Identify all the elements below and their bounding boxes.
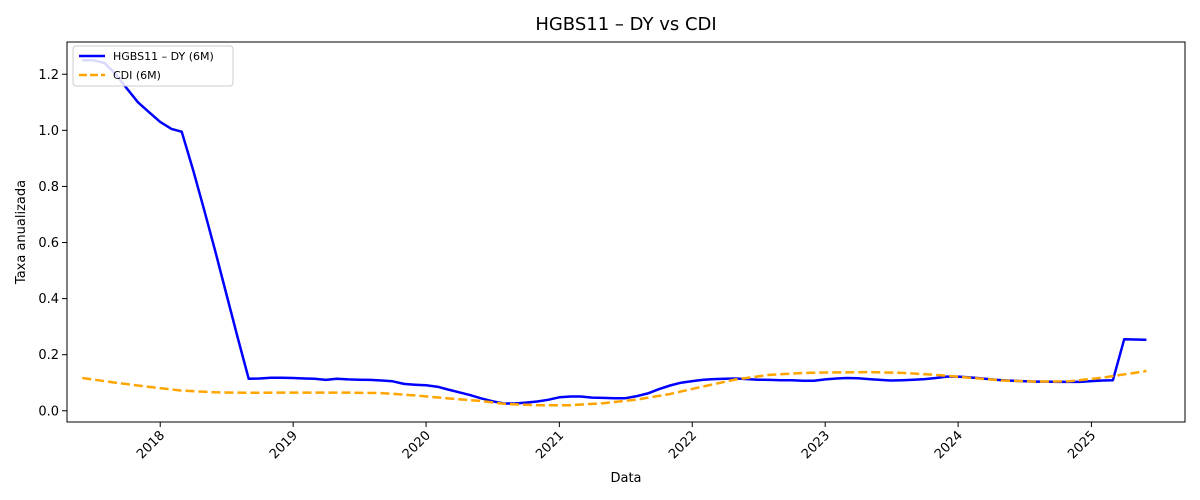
y-tick-label: 0.4 — [38, 292, 59, 307]
x-tick-label: 2021 — [533, 428, 567, 462]
series-line-cdi — [82, 369, 1147, 407]
chart-title: HGBS11 – DY vs CDI — [535, 14, 716, 35]
x-tick-label: 2018 — [134, 428, 168, 462]
y-axis: 0.0 0.2 0.4 0.6 0.8 1.0 1.2 — [38, 68, 67, 419]
legend-label: CDI (6M) — [113, 69, 161, 82]
legend-box — [72, 45, 234, 87]
legend: HGBS11 – DY (6M) CDI (6M) — [72, 45, 234, 87]
y-tick-label: 0.8 — [38, 180, 59, 195]
x-axis-label: Data — [610, 471, 641, 486]
y-tick-label: 0.6 — [38, 236, 59, 251]
x-tick-label: 2025 — [1065, 428, 1099, 462]
series-line-hgbs11-dy — [82, 58, 1147, 405]
x-tick-label: 2020 — [400, 428, 434, 462]
y-tick-label: 0.0 — [38, 404, 59, 419]
y-axis-label: Taxa anualizada — [14, 180, 29, 285]
y-tick-label: 1.2 — [38, 68, 59, 83]
x-tick-label: 2023 — [799, 428, 833, 462]
legend-label: HGBS11 – DY (6M) — [113, 50, 214, 63]
x-axis: 2018 2019 2020 2021 2022 2023 2024 2025 — [134, 422, 1099, 462]
y-tick-label: 0.2 — [38, 348, 59, 363]
x-tick-label: 2019 — [267, 428, 301, 462]
y-tick-label: 1.0 — [38, 124, 59, 139]
series-layer — [82, 58, 1147, 407]
plot-area — [66, 41, 1186, 423]
x-tick-label: 2022 — [666, 428, 700, 462]
x-tick-label: 2024 — [932, 428, 966, 462]
